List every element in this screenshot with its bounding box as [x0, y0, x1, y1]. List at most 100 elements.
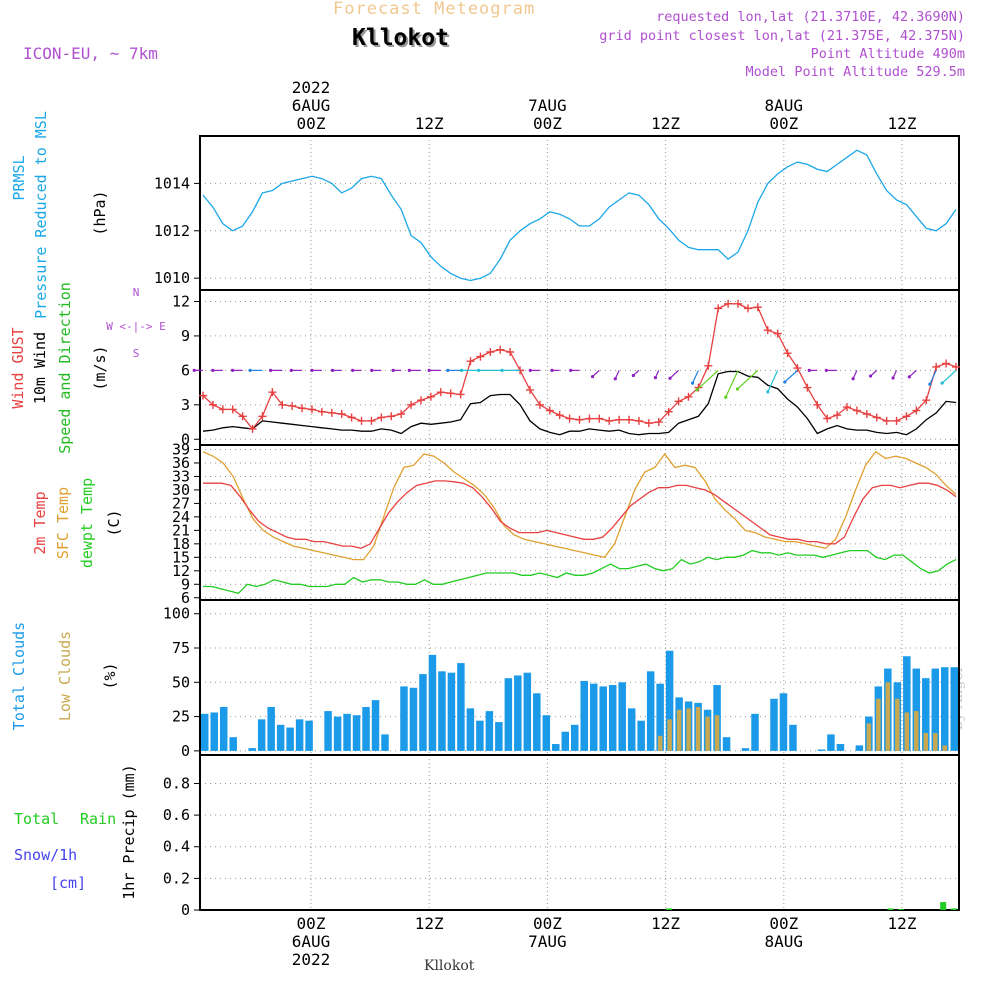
wind-gust-series-point	[674, 397, 683, 406]
temp-unit: (C)	[105, 509, 123, 536]
chart-title: Forecast Meteogram	[333, 0, 536, 19]
rain-bar	[950, 908, 957, 910]
total-clouds-bar	[286, 727, 294, 751]
wind-arrow-head	[192, 368, 196, 372]
wind-gust-series-point	[416, 396, 425, 405]
low-clouds-bar	[686, 708, 691, 751]
temperature-frame	[199, 444, 960, 601]
y-tick-label: 0.8	[163, 774, 190, 792]
y-tick-label: 0.2	[163, 869, 190, 887]
total-clouds-bar	[352, 715, 361, 751]
wind-gust-series-point	[307, 405, 316, 414]
total-clouds-bar	[495, 722, 503, 751]
wind-gust-series-point	[496, 345, 505, 354]
wind-gust-series-point	[605, 416, 614, 425]
time-tick-label-top: 00Z	[533, 114, 562, 133]
wind-arrow-head	[940, 381, 944, 385]
compass-we: W <-|-> E	[106, 320, 166, 333]
wind-arrow-head	[427, 368, 431, 372]
pressure-label-prmsl: PRMSL	[10, 155, 28, 200]
total-clouds-bar	[419, 674, 427, 751]
total-clouds-bar	[229, 737, 237, 751]
wind-arrow-head	[695, 388, 699, 392]
y-tick-label: 0.4	[163, 838, 190, 856]
y-tick-label: 1012	[154, 222, 190, 240]
wind-gust-series-point	[615, 415, 624, 424]
clouds-unit: (%)	[101, 662, 119, 689]
wind-arrow-head	[928, 382, 932, 386]
y-tick-label: 24	[172, 508, 190, 526]
total-clouds-bar	[248, 748, 256, 751]
low-clouds-bar	[705, 716, 710, 751]
wind-arrow-head	[631, 373, 635, 378]
wind-gust-series-point	[268, 388, 277, 397]
low-clouds-bar	[714, 715, 720, 751]
wind-gust-series-point	[892, 416, 901, 425]
total-clouds-bar	[950, 667, 958, 751]
total-clouds-bar	[618, 682, 626, 751]
wind-arrow-head	[289, 368, 293, 372]
wind-arrow-head	[824, 368, 828, 372]
total-clouds-bar	[722, 737, 731, 751]
y-tick-label: 100	[163, 605, 190, 623]
wind-arrow-head	[231, 368, 235, 372]
total-clouds-label: Total Clouds	[10, 622, 28, 730]
wind-arrow-head	[735, 387, 740, 391]
wind-arrow-head	[391, 368, 395, 372]
low-clouds-label: Low Clouds	[56, 631, 74, 721]
y-tick-label: 0	[181, 742, 190, 760]
wind-gust-series-point	[565, 414, 574, 423]
wind-gust-series-point	[288, 401, 297, 410]
wind-gust-series-point	[208, 400, 217, 409]
total-clouds-bar	[912, 668, 921, 751]
model-altitude: Model Point Altitude 529.5m	[745, 64, 965, 80]
wind-gust-series-point	[852, 406, 861, 415]
time-tick-label-top: 12Z	[651, 114, 680, 133]
compass-n: N	[133, 286, 140, 299]
low-clouds-bar	[657, 735, 663, 751]
total-clouds-bar	[201, 713, 209, 751]
wind-gust-series-point	[446, 389, 455, 398]
wind-gust-series-point	[476, 352, 485, 361]
wind-gust-series-point	[684, 392, 693, 401]
total-clouds-bar	[656, 683, 664, 751]
wind-gust-series-point	[783, 349, 792, 358]
wind-arrow	[784, 369, 798, 383]
wind-arrow-head	[407, 368, 411, 372]
wind-gust-series-point	[773, 329, 782, 338]
rain-bar	[898, 909, 905, 910]
y-tick-label: 36	[172, 454, 190, 472]
total-clouds-bar	[428, 654, 437, 751]
wind-gust-series-point	[714, 304, 723, 313]
wind-gust-series-point	[575, 415, 584, 424]
wind-gust-series-point	[932, 362, 941, 371]
dewpt-temp-series-line	[203, 549, 957, 595]
total-clouds-bar	[608, 685, 617, 751]
wind-gust-series-point	[278, 400, 287, 409]
wind-gust-series-point	[298, 404, 307, 413]
total-clouds-bar	[485, 711, 494, 751]
total-clouds-bar	[447, 672, 456, 751]
total-clouds-bar	[571, 724, 579, 751]
wind-10m-series-line	[202, 370, 957, 436]
total-clouds-bar	[751, 713, 759, 751]
wind-arrow-head	[477, 368, 481, 372]
low-clouds-bar	[933, 733, 938, 751]
total-clouds-bar	[827, 734, 835, 751]
time-tick-label-top: 00Z	[297, 114, 326, 133]
rain-bar	[940, 902, 947, 910]
wind-gust-series-point	[456, 390, 465, 399]
wind-gust-series-point	[882, 416, 891, 425]
y-tick-label: 12	[172, 292, 190, 310]
total-clouds-bar	[466, 708, 475, 751]
time-tick-label-bottom: 2022	[292, 950, 331, 969]
total-clouds-bar	[580, 680, 588, 751]
wind-gust-series-point	[506, 348, 515, 356]
wind-arrow	[929, 370, 937, 385]
wind-gust-series-point	[377, 413, 386, 422]
wind-gust-series-point	[644, 419, 653, 428]
wind-gust-series-point	[942, 359, 951, 368]
wind-arrow-head	[690, 381, 695, 385]
total-clouds-bar	[362, 706, 370, 751]
